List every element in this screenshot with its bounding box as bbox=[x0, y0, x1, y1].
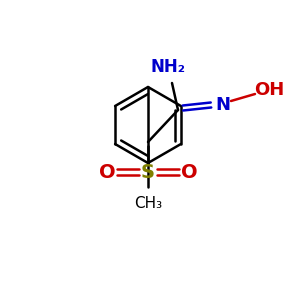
Text: O: O bbox=[99, 163, 115, 182]
Text: CH₃: CH₃ bbox=[134, 196, 162, 211]
Text: N: N bbox=[215, 96, 230, 114]
Text: S: S bbox=[141, 163, 155, 182]
Text: O: O bbox=[181, 163, 197, 182]
Text: OH: OH bbox=[254, 81, 284, 99]
Text: NH₂: NH₂ bbox=[151, 58, 185, 76]
